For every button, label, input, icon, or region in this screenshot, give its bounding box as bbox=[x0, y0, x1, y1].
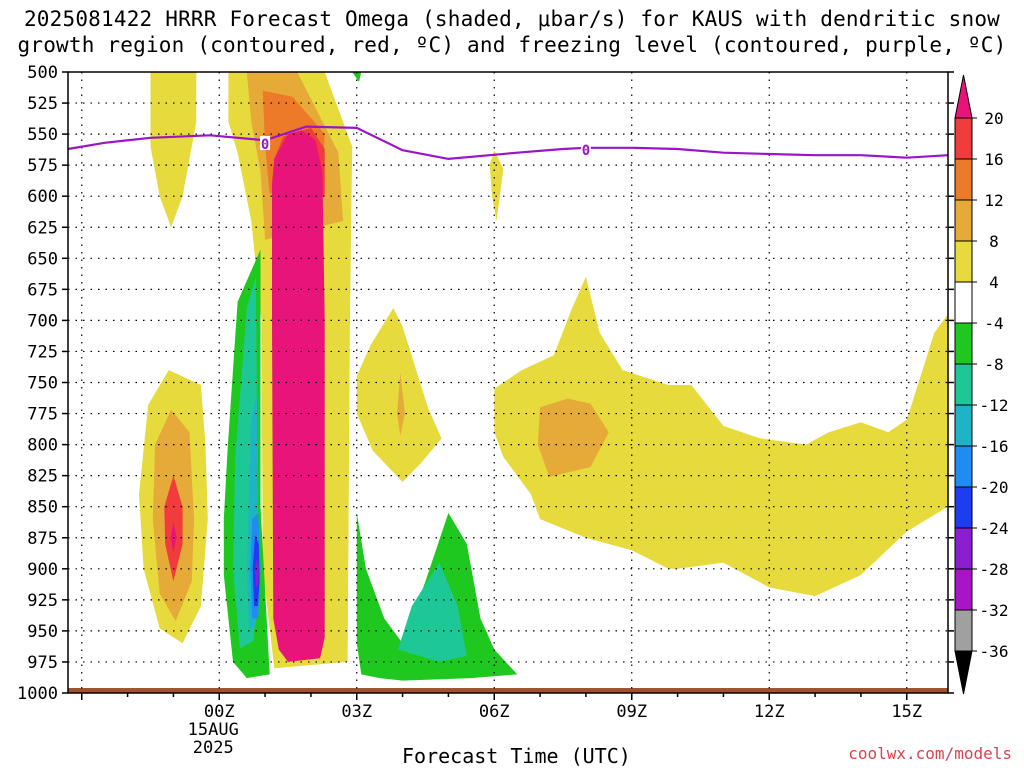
colorbar-label: -12 bbox=[980, 396, 1009, 415]
colorbar-box bbox=[954, 281, 973, 324]
y-axis-ticks: 500 525 550 575 600 625 650 675 700 725 750 775 800 8… bbox=[17, 63, 954, 704]
omega-region-21 bbox=[397, 372, 405, 436]
y-tick-label: 950 bbox=[27, 622, 58, 642]
colorbar-label: -24 bbox=[980, 519, 1009, 538]
colorbar-box bbox=[954, 240, 973, 283]
y-tick-label: 875 bbox=[27, 529, 58, 549]
freezing-level-label: 0 bbox=[261, 137, 269, 153]
omega-shaded-regions bbox=[139, 72, 948, 681]
colorbar-box bbox=[954, 527, 973, 570]
y-tick-label: 725 bbox=[27, 342, 58, 362]
colorbar-label: 20 bbox=[984, 109, 1003, 128]
chart-title: 2025081422 HRRR Forecast Omega (shaded, … bbox=[0, 6, 1024, 58]
colorbar-label: -8 bbox=[984, 355, 1003, 374]
y-tick-label: 800 bbox=[27, 436, 58, 456]
y-tick-label: 500 bbox=[27, 63, 58, 83]
colorbar-label: 16 bbox=[984, 150, 1003, 169]
x-tick-label: 06Z bbox=[479, 702, 510, 722]
x-tick-sublabel: 15AUG bbox=[188, 720, 239, 740]
colorbar-box bbox=[954, 117, 973, 160]
y-tick-label: 675 bbox=[27, 280, 58, 300]
colorbar-box bbox=[954, 158, 973, 201]
colorbar-arrow-top bbox=[954, 74, 973, 119]
freezing-level-label: 0 bbox=[582, 143, 590, 159]
y-tick-label: 925 bbox=[27, 591, 58, 611]
omega-region-18 bbox=[398, 562, 467, 662]
y-tick-label: 625 bbox=[27, 218, 58, 238]
omega-region-1 bbox=[150, 72, 197, 228]
colorbar-label: -4 bbox=[984, 314, 1003, 333]
omega-region-16 bbox=[255, 558, 259, 588]
x-tick-label: 00Z bbox=[204, 702, 235, 722]
y-tick-label: 550 bbox=[27, 125, 58, 145]
y-tick-label: 600 bbox=[27, 187, 58, 207]
freezing-level-label-bg bbox=[580, 142, 591, 157]
x-tick-sublabel: 2025 bbox=[193, 738, 234, 758]
freezing-level-line bbox=[67, 125, 949, 161]
colorbar-box bbox=[954, 322, 973, 365]
omega-region-19 bbox=[352, 72, 362, 82]
x-tick-label: 09Z bbox=[616, 702, 647, 722]
y-tick-label: 775 bbox=[27, 405, 58, 425]
chart-title-line-1: 2025081422 HRRR Forecast Omega (shaded, … bbox=[23, 7, 1001, 31]
ground-fill bbox=[68, 688, 948, 693]
omega-region-23 bbox=[494, 276, 948, 597]
x-tick-label: 12Z bbox=[754, 702, 785, 722]
y-tick-label: 850 bbox=[27, 498, 58, 518]
omega-region-10 bbox=[272, 130, 325, 662]
y-tick-label: 1000 bbox=[17, 684, 58, 704]
colorbar: 20 16 12 8 4 -4 -8 -12 -16 -20 -24 -28 -32 -36 bbox=[954, 74, 1009, 695]
omega-region-22 bbox=[489, 150, 504, 221]
colorbar-label: -36 bbox=[980, 642, 1009, 661]
colorbar-box bbox=[954, 568, 973, 611]
colorbar-arrow-bottom bbox=[954, 650, 973, 695]
chart-title-line-2: growth region (contoured, red, ºC) and f… bbox=[17, 33, 1007, 57]
y-tick-label: 700 bbox=[27, 311, 58, 331]
colorbar-box bbox=[954, 486, 973, 529]
colorbar-label: 4 bbox=[989, 273, 999, 292]
colorbar-box bbox=[954, 404, 973, 447]
watermark-text: coolwx.com/models bbox=[848, 744, 1012, 763]
colorbar-box bbox=[954, 363, 973, 406]
y-tick-label: 975 bbox=[27, 653, 58, 673]
y-tick-label: 825 bbox=[27, 467, 58, 487]
x-axis-label: Forecast Time (UTC) bbox=[402, 744, 631, 768]
y-tick-label: 575 bbox=[27, 156, 58, 176]
y-tick-label: 900 bbox=[27, 560, 58, 580]
colorbar-box bbox=[954, 609, 973, 652]
x-tick-label: 03Z bbox=[341, 702, 372, 722]
y-tick-label: 750 bbox=[27, 374, 58, 394]
omega-region-24 bbox=[537, 398, 609, 477]
colorbar-label: -20 bbox=[980, 478, 1009, 497]
colorbar-box bbox=[954, 199, 973, 242]
freezing-level-label-bg bbox=[260, 136, 271, 151]
colorbar-label: -28 bbox=[980, 560, 1009, 579]
omega-region-5 bbox=[170, 521, 177, 552]
x-tick-label: 15Z bbox=[891, 702, 922, 722]
ground-layer bbox=[68, 688, 948, 693]
colorbar-label: 12 bbox=[984, 191, 1003, 210]
colorbar-label: 8 bbox=[989, 232, 999, 251]
y-tick-label: 650 bbox=[27, 249, 58, 269]
colorbar-label: -32 bbox=[980, 601, 1009, 620]
grid-lines bbox=[68, 72, 948, 693]
colorbar-label: -16 bbox=[980, 437, 1009, 456]
y-tick-label: 525 bbox=[27, 94, 58, 114]
colorbar-box bbox=[954, 445, 973, 488]
